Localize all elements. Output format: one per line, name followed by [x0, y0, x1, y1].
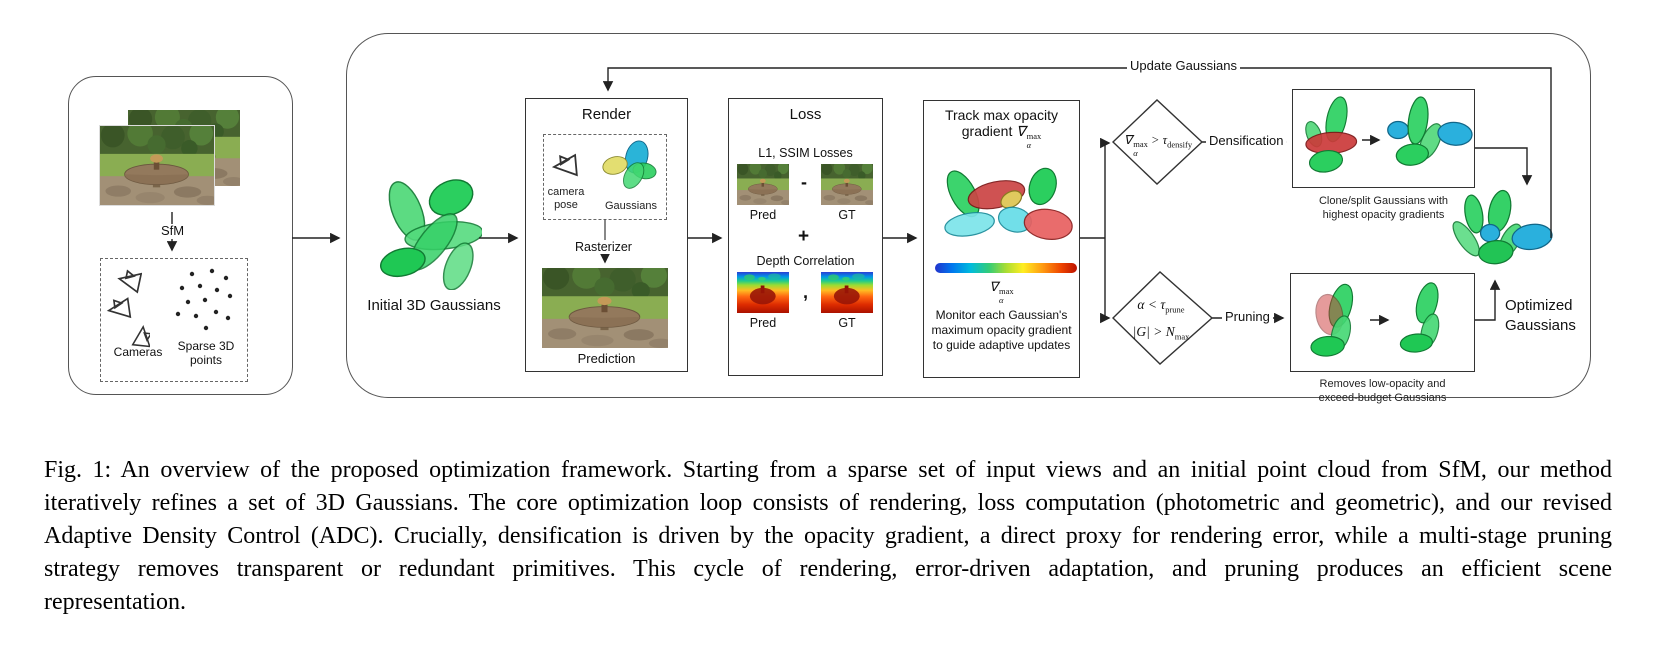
- densify-before-illustration: [1305, 96, 1358, 173]
- track-gaussians-illustration: [944, 167, 1073, 240]
- depth-gt-label: GT: [838, 316, 856, 330]
- camera-pose-icon: [551, 152, 579, 180]
- comma-operator: ,: [803, 282, 809, 302]
- pruning-caption: Removes low-opacity and exceed-budget Ga…: [1318, 378, 1447, 404]
- opacity-gradient-colorbar: [935, 263, 1077, 273]
- prediction-label: Prediction: [577, 351, 636, 366]
- track-description: Monitor each Gaussian's maximum opacity …: [931, 308, 1072, 352]
- track-title: Track max opacity gradient ∇ max α: [944, 107, 1059, 151]
- densification-label: Densification: [1206, 133, 1287, 149]
- nabla-max-symbol: ∇ max α: [1016, 125, 1042, 151]
- camera-icon: [116, 268, 142, 294]
- update-gaussians-label: Update Gaussians: [1127, 58, 1240, 74]
- figure-caption: Fig. 1: An overview of the proposed opti…: [44, 457, 1612, 615]
- depth-correlation-label: Depth Correlation: [756, 254, 855, 268]
- prune-after-illustration: [1399, 282, 1440, 353]
- densify-after-illustration: [1387, 96, 1473, 166]
- initial-gaussians-illustration: [380, 179, 482, 290]
- loss-gt-label: GT: [838, 208, 856, 222]
- optimized-gaussians-illustration: [1452, 189, 1553, 265]
- photometric-loss-label: L1, SSIM Losses: [758, 146, 853, 160]
- optimized-gaussians-label: Optimized Gaussians: [1505, 297, 1576, 334]
- render-title: Render: [581, 106, 632, 123]
- plus-operator: +: [798, 226, 810, 247]
- input-photo-front: [99, 125, 215, 206]
- sfm-output-dashed-box: [100, 258, 248, 382]
- prune-condition: α < τprune |G| > Nmax: [1132, 297, 1190, 342]
- densification-caption: Clone/split Gaussians with highest opaci…: [1318, 195, 1448, 221]
- render-gaussians-illustration: [602, 140, 657, 189]
- sparse-points-icon: [175, 268, 233, 331]
- depth-pred-image: [737, 272, 789, 313]
- loss-pred-label: Pred: [749, 208, 777, 222]
- depth-gt-image: [821, 272, 873, 313]
- figure-diagram: SfM Cameras Sparse 3D points Initial 3D …: [68, 33, 1591, 404]
- camera-icon: [106, 296, 132, 322]
- loss-gt-image: [821, 164, 873, 205]
- depth-pred-label: Pred: [749, 316, 777, 330]
- loss-title: Loss: [789, 106, 822, 123]
- sfm-label: SfM: [158, 223, 188, 239]
- render-gaussians-label: Gaussians: [605, 200, 657, 212]
- camera-pose-label: camera pose: [547, 186, 585, 211]
- prune-before-illustration: [1310, 283, 1354, 357]
- pruning-label: Pruning: [1222, 309, 1273, 325]
- loss-pred-image: [737, 164, 789, 205]
- sparse-points-label: Sparse 3D points: [177, 339, 235, 367]
- colorbar-label: ∇ max α: [989, 279, 1014, 305]
- cameras-label: Cameras: [113, 345, 163, 359]
- rasterizer-label: Rasterizer: [572, 240, 635, 255]
- minus-operator: -: [801, 172, 807, 192]
- densify-condition: ∇ max α > τdensify: [1123, 133, 1193, 158]
- initial-gaussians-label: Initial 3D Gaussians: [367, 297, 501, 314]
- prediction-image: [542, 268, 668, 348]
- camera-icon: [126, 324, 150, 348]
